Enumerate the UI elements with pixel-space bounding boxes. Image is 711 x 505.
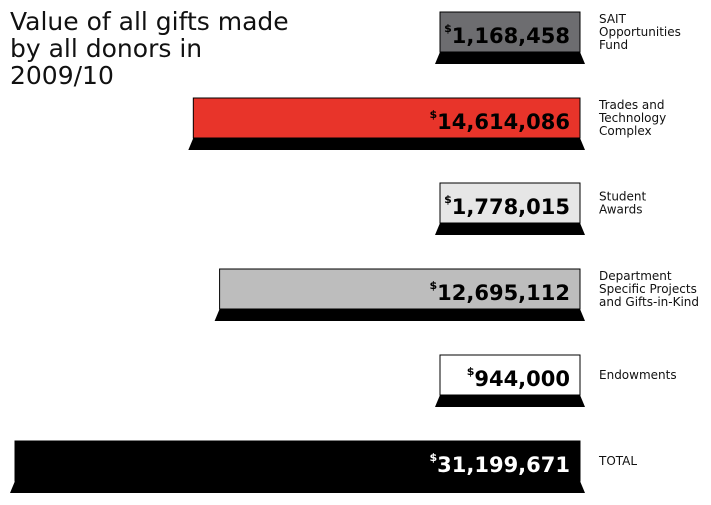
category-label: Trades and Technology Complex [598,98,666,138]
bar-bottom-face [435,52,585,64]
bar [14,440,581,482]
category-label: TOTAL [598,454,637,468]
currency-symbol: $ [429,108,437,121]
value-number: 1,168,458 [452,24,570,48]
bar-bottom-face [10,481,585,493]
bar-bottom-face [214,309,586,321]
value-label: $14,614,086 [429,108,570,134]
value-label: $31,199,671 [429,451,570,477]
currency-symbol: $ [429,279,437,292]
bar [192,97,581,139]
category-label-line: Opportunities [599,25,681,39]
bar-bottom-face [435,395,585,407]
currency-symbol: $ [444,193,452,206]
category-label: SAIT Opportunities Fund [599,12,681,52]
currency-symbol: $ [429,451,437,464]
value-label: $1,168,458 [444,22,570,48]
category-label-line: TOTAL [598,454,637,468]
category-label-line: Specific Projects [599,282,697,296]
category-label-line: Trades and [598,98,665,112]
value-label: $944,000 [467,365,570,391]
category-label-line: Department [599,269,672,283]
value-label: $12,695,112 [429,279,570,305]
value-number: 14,614,086 [437,110,570,134]
value-label: $1,778,015 [444,193,570,219]
category-label-line: Fund [599,38,628,52]
currency-symbol: $ [444,22,452,35]
currency-symbol: $ [467,365,475,378]
category-label: Student Awards [599,190,647,217]
bar [439,182,581,224]
category-label: Department Specific Projects and Gifts-in-… [599,269,699,309]
value-number: 1,778,015 [452,195,570,219]
value-number: 31,199,671 [437,453,570,477]
bar-bottom-face [188,138,585,150]
category-label-line: Student [599,190,647,204]
category-label-line: and Gifts-in-Kind [599,295,699,309]
bar-bottom-face [435,223,585,235]
bars-group: $1,168,458$14,614,086$1,778,015$12,695,1… [10,11,586,493]
value-number: 12,695,112 [437,281,570,305]
category-label-line: SAIT [599,12,627,26]
category-label-line: Awards [599,203,642,217]
bar [439,11,581,53]
chart-title: Value of all gifts made by all donors in… [10,7,289,90]
bar [219,268,581,310]
category-label-line: Complex [599,124,652,138]
category-label-line: Endowments [599,368,677,382]
category-label-line: Technology [598,111,666,125]
category-label: Endowments [599,368,677,382]
value-number: 944,000 [474,367,570,391]
category-labels-group: SAIT Opportunities Fund Trades and Technolog… [598,12,699,468]
bar [439,354,581,396]
